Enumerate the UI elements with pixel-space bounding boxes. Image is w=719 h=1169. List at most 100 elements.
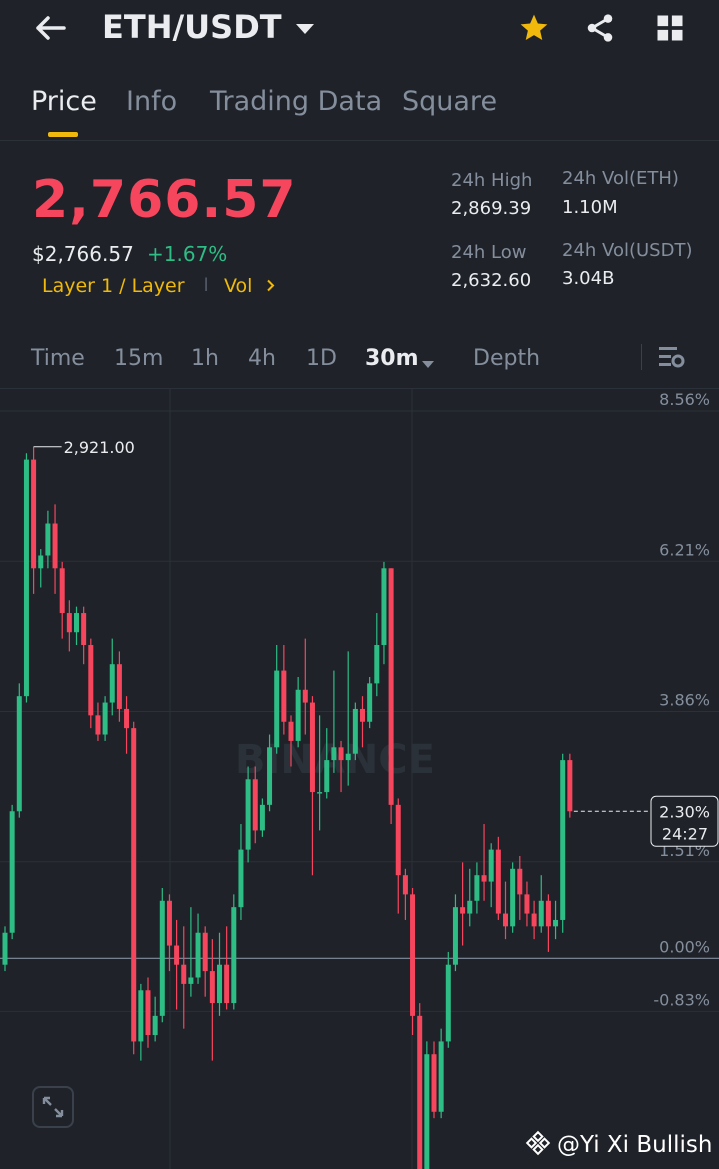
candle — [367, 676, 373, 729]
candle — [331, 670, 337, 773]
tab-info[interactable]: Info — [126, 86, 178, 117]
candle — [131, 721, 137, 1055]
candle — [23, 453, 29, 703]
candle-body — [109, 664, 115, 703]
y-axis-label: 6.21% — [659, 540, 710, 559]
candle-body — [217, 964, 222, 1004]
expand-icon[interactable] — [32, 1086, 74, 1128]
star-icon[interactable] — [514, 10, 554, 46]
tag-divider: ǀ — [204, 276, 209, 292]
active-tab-indicator — [48, 132, 78, 137]
y-axis-label: -0.83% — [653, 990, 710, 1009]
pair-title[interactable]: ETH/USDT — [102, 8, 282, 46]
axis-labels: 8.56%6.21%3.86%1.51%0.00%-0.83% — [653, 390, 710, 1009]
candle-body — [302, 689, 308, 703]
interval-1h[interactable]: 1h — [191, 346, 219, 371]
candle — [281, 645, 287, 735]
candle-body — [560, 760, 566, 920]
candle-body — [538, 900, 544, 927]
tab-square[interactable]: Square — [402, 86, 498, 117]
candle-body — [252, 779, 258, 831]
interval-15m[interactable]: 15m — [114, 346, 164, 371]
candle — [181, 926, 187, 1029]
candle-body — [188, 977, 194, 984]
countdown-timer: 24:27 — [662, 824, 708, 843]
candle-body — [116, 664, 122, 709]
interval-time[interactable]: Time — [31, 346, 85, 371]
candle-body — [45, 523, 51, 556]
candle-body — [274, 670, 280, 748]
candle — [538, 875, 544, 933]
candle-body — [545, 900, 551, 927]
candle-body — [38, 555, 44, 569]
candle — [166, 894, 172, 972]
category-tag[interactable]: Layer 1 / Layer — [42, 275, 185, 297]
candle-body — [31, 459, 37, 569]
candle-body — [417, 1015, 423, 1169]
interval-1d[interactable]: 1D — [306, 346, 337, 371]
y-axis-label: 3.86% — [659, 691, 710, 710]
candle-body — [517, 868, 523, 895]
tab-price[interactable]: Price — [31, 86, 97, 117]
candle-body — [138, 990, 144, 1042]
toolbar-divider — [641, 344, 642, 370]
y-axis-label: 8.56% — [659, 390, 710, 409]
interval-caret-down-icon[interactable] — [422, 354, 434, 373]
candle-body — [424, 1054, 430, 1169]
candle — [424, 1041, 430, 1169]
interval-depth[interactable]: Depth — [473, 346, 541, 371]
candle-body — [495, 849, 501, 914]
interval-30m[interactable]: 30m — [365, 346, 419, 371]
candle — [517, 856, 523, 920]
current-price-pct: 2.30% — [659, 802, 710, 821]
candle-body — [288, 721, 294, 741]
candle-body — [524, 894, 530, 914]
vol-link[interactable]: Vol — [224, 275, 275, 297]
candle-body — [16, 696, 22, 812]
high-value: 2,869.39 — [451, 198, 532, 219]
candle-body — [553, 919, 559, 927]
candle-body — [259, 804, 265, 831]
main-tabs: Price Info Trading Data Square — [0, 68, 719, 141]
candle-body — [59, 568, 65, 614]
candle-body — [367, 683, 373, 722]
candle — [217, 932, 222, 1016]
binance-logo-icon — [525, 1130, 551, 1160]
candle — [88, 638, 94, 729]
candle-body — [281, 670, 287, 722]
candle — [374, 613, 380, 697]
candle-body — [431, 1054, 437, 1112]
grid-icon[interactable] — [650, 10, 690, 46]
low-annotation: 2,632.60 — [318, 1167, 389, 1169]
vol-eth-label: 24h Vol(ETH) — [562, 168, 679, 189]
candle — [431, 1041, 437, 1119]
candle — [45, 510, 51, 569]
candle-body — [152, 1015, 158, 1036]
chevron-right-icon — [266, 275, 275, 297]
candle — [309, 696, 315, 876]
candle-body — [309, 702, 315, 793]
candle — [174, 919, 180, 1010]
chart-settings-icon[interactable] — [658, 344, 686, 374]
candle — [159, 887, 165, 1023]
candle-body — [503, 913, 508, 927]
candle — [224, 926, 230, 1010]
candle — [317, 715, 323, 831]
candle-body — [145, 990, 151, 1036]
interval-4h[interactable]: 4h — [248, 346, 276, 371]
price-chart[interactable]: BINANCE 8.56%6.21%3.86%1.51%0.00%-0.83% … — [0, 389, 719, 1169]
candle — [202, 926, 208, 997]
candle — [52, 504, 58, 594]
candle — [481, 824, 487, 901]
tab-trading-data[interactable]: Trading Data — [210, 86, 383, 117]
candle-body — [488, 849, 494, 882]
candle-body — [238, 849, 244, 908]
candle-body — [317, 792, 323, 794]
caret-down-icon[interactable] — [295, 20, 315, 39]
candle-body — [174, 945, 180, 965]
share-icon[interactable] — [580, 10, 620, 46]
candle — [252, 766, 258, 844]
candle — [510, 862, 516, 933]
arrow-left-icon[interactable] — [28, 10, 72, 46]
top-bar: ETH/USDT — [0, 0, 719, 60]
